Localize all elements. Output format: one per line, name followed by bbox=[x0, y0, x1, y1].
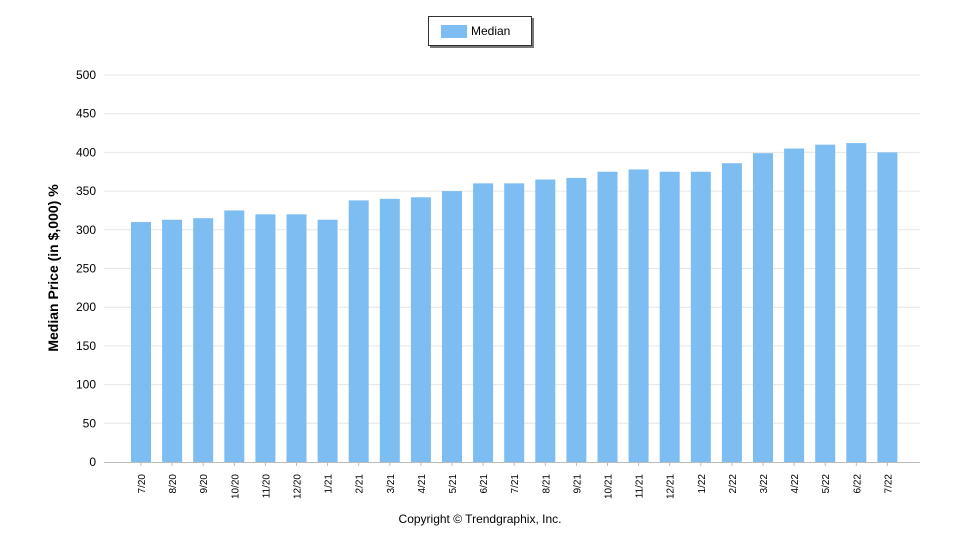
y-tick-label: 200 bbox=[76, 300, 96, 314]
bar-3/21 bbox=[379, 198, 400, 462]
x-tick-label: 10/21 bbox=[604, 474, 615, 499]
bar-4/22 bbox=[784, 148, 805, 462]
x-tick-label: 9/20 bbox=[199, 474, 210, 494]
x-tick-label: 7/20 bbox=[137, 474, 148, 494]
y-tick-label: 0 bbox=[89, 455, 96, 469]
bar-6/22 bbox=[846, 143, 867, 462]
x-tick-label: 2/22 bbox=[728, 474, 739, 494]
bar-4/21 bbox=[410, 197, 431, 463]
bar-11/21 bbox=[628, 169, 649, 463]
bar-7/20 bbox=[131, 222, 151, 462]
x-tick-label: 2/21 bbox=[355, 474, 366, 494]
bar-11/20 bbox=[255, 214, 276, 462]
x-tick-label: 6/22 bbox=[852, 474, 863, 494]
bar-10/21 bbox=[597, 171, 618, 462]
y-tick-label: 100 bbox=[76, 378, 96, 392]
bar-1/22 bbox=[690, 171, 711, 462]
x-tick-label: 9/21 bbox=[572, 474, 583, 494]
x-tick-label: 1/22 bbox=[697, 474, 708, 494]
y-axis-label: Median Price (in $,000) % bbox=[45, 184, 61, 352]
bar-8/20 bbox=[162, 219, 183, 462]
bars bbox=[131, 143, 898, 463]
bar-7/21 bbox=[504, 183, 525, 463]
x-tick-label: 4/22 bbox=[790, 474, 801, 494]
x-tick-label: 7/22 bbox=[883, 474, 894, 494]
axes bbox=[104, 462, 920, 466]
legend: Median bbox=[428, 16, 532, 46]
x-tick-label: 7/21 bbox=[510, 474, 521, 494]
y-tick-labels: 0 50 100 150 200 250 300 350 400 450 500 bbox=[76, 68, 96, 469]
y-tick-label: 150 bbox=[76, 339, 96, 353]
bar-12/21 bbox=[659, 171, 680, 462]
x-tick-label: 12/20 bbox=[293, 474, 304, 499]
x-tick-label: 5/22 bbox=[821, 474, 832, 494]
y-tick-label: 250 bbox=[76, 262, 96, 276]
x-tick-label: 8/21 bbox=[541, 474, 552, 494]
x-tick-label: 11/21 bbox=[635, 474, 646, 499]
bar-5/21 bbox=[442, 191, 462, 462]
x-tick-label: 12/21 bbox=[666, 474, 677, 499]
x-tick-label: 5/21 bbox=[448, 474, 459, 494]
bar-5/22 bbox=[815, 144, 836, 462]
y-tick-label: 300 bbox=[76, 223, 96, 237]
y-tick-label: 500 bbox=[76, 68, 96, 82]
bar-7/22 bbox=[877, 152, 898, 462]
bar-8/21 bbox=[535, 179, 556, 463]
x-tick-labels: 7/20 8/20 9/20 10/20 11/20 12/20 1/21 2/21 3/21 4… bbox=[137, 474, 894, 499]
bar-2/22 bbox=[721, 163, 742, 462]
y-tick-label: 50 bbox=[83, 416, 97, 430]
bar-3/22 bbox=[753, 153, 773, 462]
x-tick-label: 4/21 bbox=[417, 474, 428, 494]
bar-12/20 bbox=[286, 214, 307, 462]
x-tick-label: 3/21 bbox=[386, 474, 397, 494]
bar-6/21 bbox=[473, 183, 494, 463]
bar-9/20 bbox=[193, 218, 214, 462]
copyright-text: Copyright © Trendgraphix, Inc. bbox=[398, 512, 562, 526]
x-tick-label: 3/22 bbox=[759, 474, 770, 494]
x-tick-label: 10/20 bbox=[230, 474, 241, 499]
x-tick-label: 8/20 bbox=[168, 474, 179, 494]
y-tick-label: 400 bbox=[76, 145, 96, 159]
legend-label: Median bbox=[471, 24, 511, 38]
bar-9/21 bbox=[566, 177, 587, 462]
y-tick-label: 350 bbox=[76, 184, 96, 198]
bar-1/21 bbox=[317, 219, 338, 462]
legend-swatch bbox=[441, 25, 467, 38]
bar-2/21 bbox=[348, 200, 369, 462]
bar-10/20 bbox=[224, 210, 245, 462]
x-tick-label: 11/20 bbox=[261, 474, 272, 499]
x-tick-label: 6/21 bbox=[479, 474, 490, 494]
x-tick-label: 1/21 bbox=[324, 474, 335, 494]
y-tick-label: 450 bbox=[76, 107, 96, 121]
